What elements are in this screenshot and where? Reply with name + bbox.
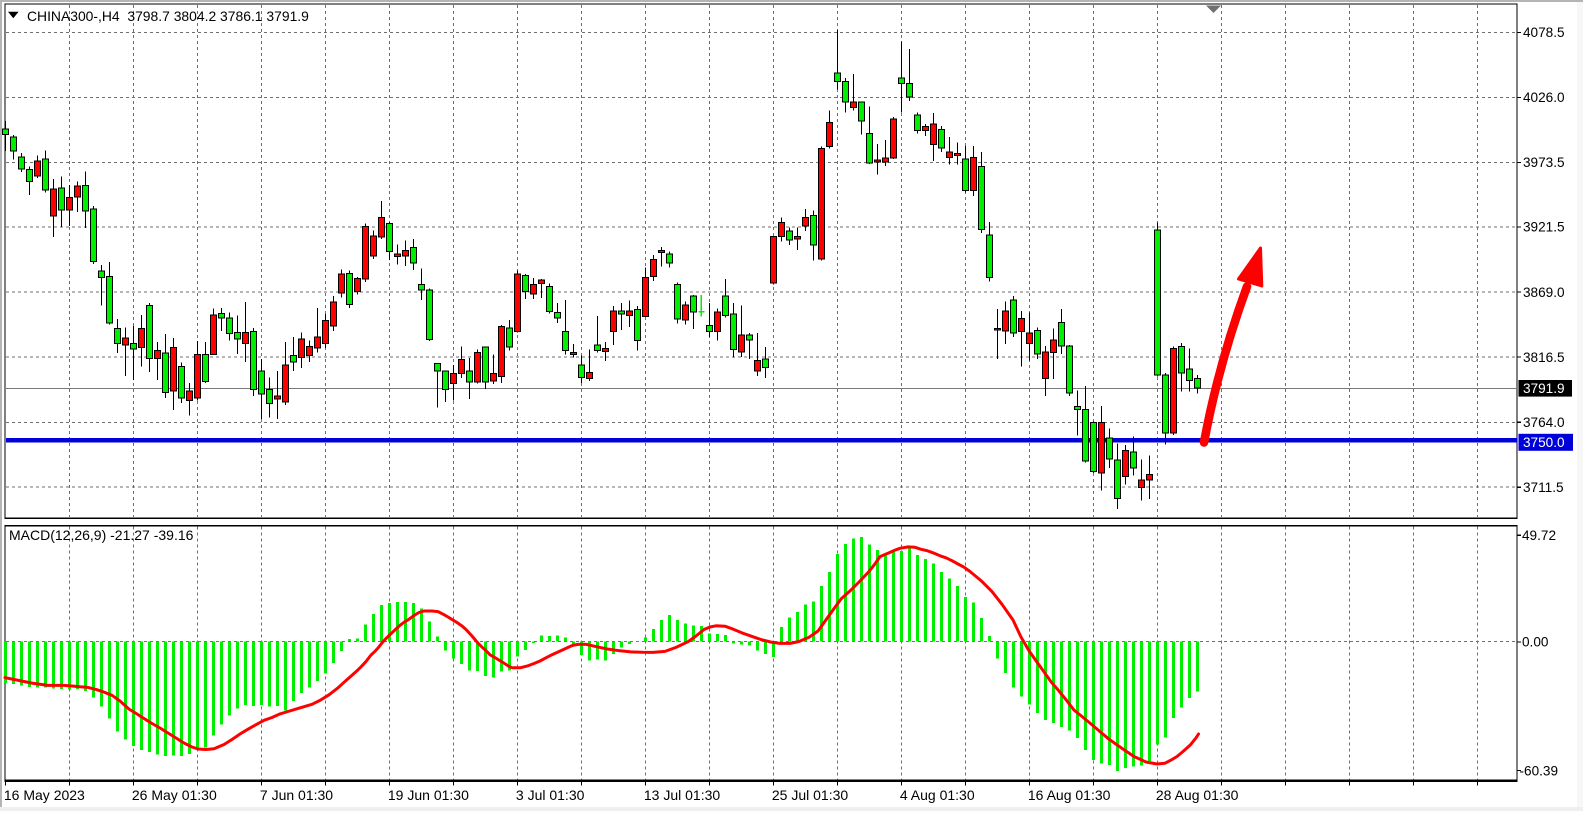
svg-text:3750.0: 3750.0	[1523, 435, 1565, 450]
svg-text:3 Jul 01:30: 3 Jul 01:30	[516, 787, 585, 803]
svg-text:3816.5: 3816.5	[1523, 350, 1565, 365]
svg-text:MACD(12,26,9) -21.27 -39.16: MACD(12,26,9) -21.27 -39.16	[9, 527, 194, 543]
svg-text:19 Jun 01:30: 19 Jun 01:30	[388, 787, 469, 803]
svg-text:4 Aug 01:30: 4 Aug 01:30	[900, 787, 975, 803]
svg-text:3791.9: 3791.9	[1523, 381, 1565, 396]
svg-text:16 May 2023: 16 May 2023	[4, 787, 85, 803]
svg-text:4026.0: 4026.0	[1523, 90, 1565, 105]
svg-text:26 May 01:30: 26 May 01:30	[132, 787, 217, 803]
svg-text:7 Jun 01:30: 7 Jun 01:30	[260, 787, 333, 803]
svg-text:-60.39: -60.39	[1520, 763, 1559, 778]
svg-text:13 Jul 01:30: 13 Jul 01:30	[644, 787, 720, 803]
svg-text:CHINA300-,H4 3798.7 3804.2 37: CHINA300-,H4 3798.7 3804.2 3786.1 3791.9	[27, 8, 309, 24]
svg-text:3711.5: 3711.5	[1523, 480, 1564, 495]
svg-text:49.72: 49.72	[1522, 528, 1556, 543]
svg-text:28 Aug 01:30: 28 Aug 01:30	[1156, 787, 1239, 803]
svg-text:4078.5: 4078.5	[1523, 25, 1565, 40]
svg-text:3869.0: 3869.0	[1523, 285, 1565, 300]
svg-text:3764.0: 3764.0	[1523, 415, 1565, 430]
svg-text:3921.5: 3921.5	[1523, 220, 1565, 235]
svg-text:3973.5: 3973.5	[1523, 155, 1565, 170]
svg-text:0.00: 0.00	[1522, 635, 1549, 650]
svg-text:16 Aug 01:30: 16 Aug 01:30	[1028, 787, 1111, 803]
svg-text:25 Jul 01:30: 25 Jul 01:30	[772, 787, 848, 803]
